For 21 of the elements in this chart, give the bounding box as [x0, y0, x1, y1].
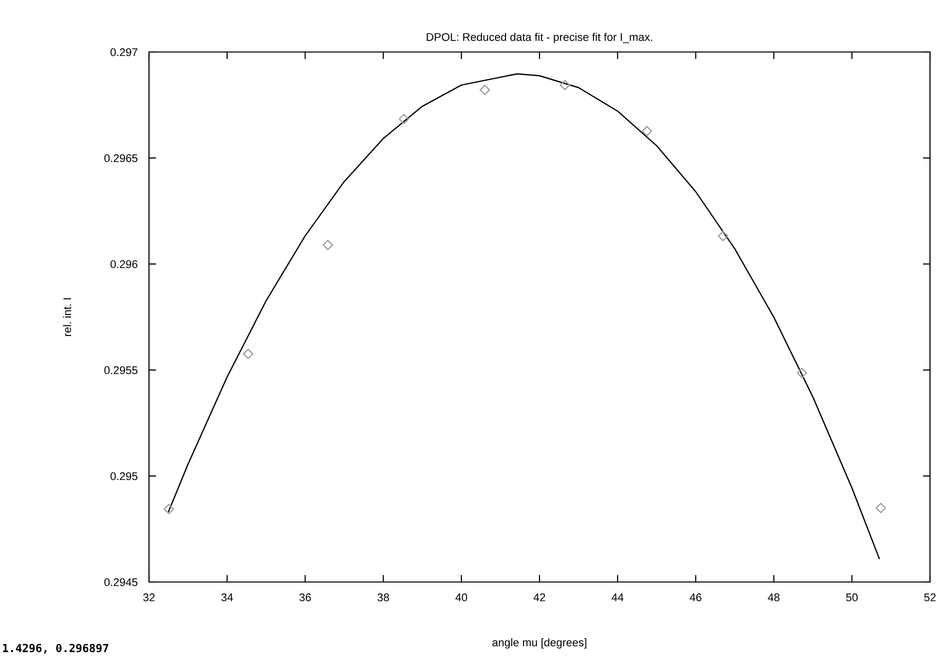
y-tick-label: 0.295	[110, 472, 138, 480]
y-tick-label: 0.296	[110, 260, 138, 268]
x-tick-label: 36	[299, 593, 311, 602]
y-tick-label: 0.2965	[104, 154, 138, 162]
x-axis-title: angle mu [degrees]	[492, 638, 586, 649]
text: 1.4296, 0.296897	[3, 644, 108, 654]
chart-title: DPOL: Reduced data fit - precise fit for I_max.	[426, 32, 652, 44]
x-tick-label: 34	[221, 593, 233, 602]
x-tick-label: 44	[612, 594, 624, 602]
y-tick-label: 0.2945	[104, 578, 138, 586]
x-tick-label: 48	[768, 593, 780, 602]
x-tick-label: 38	[378, 593, 389, 602]
y-tick-label: 0.2955	[104, 366, 138, 374]
y-axis-title: rel. int. I	[62, 298, 72, 336]
x-tick-label: 40	[455, 593, 468, 602]
x-tick-label: 52	[924, 593, 936, 602]
x-tick-label: 42	[534, 593, 546, 602]
y-tick-label: 0.297	[110, 48, 138, 56]
x-tick-label: 32	[143, 593, 155, 602]
x-tick-label: 50	[846, 593, 858, 602]
x-tick-label: 46	[690, 593, 702, 602]
